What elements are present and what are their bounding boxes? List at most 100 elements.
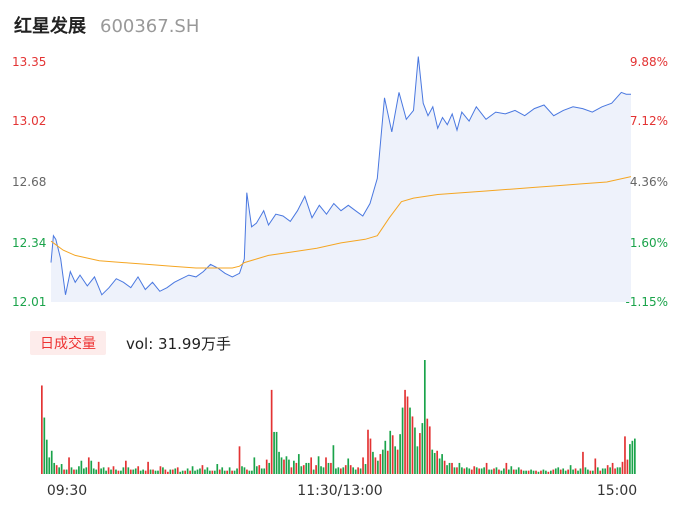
volume-bar bbox=[611, 462, 614, 474]
volume-bar bbox=[374, 457, 377, 474]
volume-bar bbox=[147, 461, 149, 474]
volume-bar bbox=[517, 467, 520, 474]
volume-bar bbox=[554, 468, 557, 474]
volume-bar bbox=[431, 449, 434, 474]
volume-bar bbox=[125, 460, 127, 474]
volume-bar bbox=[601, 468, 604, 474]
volume-bar bbox=[453, 467, 456, 474]
volume-bar bbox=[297, 454, 300, 474]
volume-bar bbox=[582, 451, 584, 474]
volume-bar bbox=[359, 468, 362, 474]
volume-bar bbox=[614, 468, 616, 474]
volume-bar bbox=[144, 470, 147, 474]
volume-bar bbox=[470, 469, 473, 474]
average-price-line bbox=[50, 176, 632, 269]
price-tick-label: 12.01 bbox=[12, 295, 46, 309]
volume-bar bbox=[389, 430, 392, 474]
volume-bar bbox=[139, 470, 142, 474]
volume-bar bbox=[377, 460, 379, 474]
volume-bar bbox=[73, 469, 75, 474]
volume-bar bbox=[456, 467, 458, 474]
volume-bar bbox=[325, 457, 327, 474]
volume-bar bbox=[265, 459, 268, 474]
volume-bar bbox=[520, 469, 523, 474]
volume-bar bbox=[241, 466, 243, 474]
volume-bar bbox=[87, 457, 90, 474]
volume-bar bbox=[367, 429, 369, 474]
volume-bar bbox=[522, 470, 525, 474]
volume-bar bbox=[503, 468, 505, 474]
volume-bar bbox=[83, 468, 85, 474]
volume-bar bbox=[352, 467, 355, 474]
volume-bar bbox=[634, 438, 636, 474]
volume-bar bbox=[592, 470, 594, 474]
volume-bar bbox=[186, 468, 189, 474]
volume-bar bbox=[110, 469, 112, 474]
volume-bar bbox=[317, 456, 320, 474]
volume-header: 日成交量 vol: 31.99万手 bbox=[30, 331, 231, 355]
volume-bar bbox=[458, 462, 461, 474]
volume-bar bbox=[421, 423, 424, 474]
percent-tick-label: 4.36% bbox=[630, 175, 668, 189]
volume-bar bbox=[181, 470, 184, 474]
percent-axis-right: 9.88% 7.12% 4.36% 1.60% -1.15% bbox=[626, 55, 668, 309]
volume-bar bbox=[532, 470, 535, 474]
volume-bar bbox=[594, 458, 597, 474]
volume-bar bbox=[246, 469, 248, 474]
volume-bar bbox=[283, 459, 285, 474]
volume-bar bbox=[255, 466, 258, 474]
volume-total-label: vol: 31.99万手 bbox=[126, 334, 231, 353]
volume-bar bbox=[342, 467, 345, 474]
volume-bar bbox=[559, 469, 562, 474]
volume-bar bbox=[404, 389, 406, 474]
volume-bar bbox=[223, 470, 226, 474]
price-lines bbox=[50, 56, 632, 296]
volume-bar bbox=[604, 468, 607, 474]
volume-bar bbox=[176, 467, 179, 474]
volume-bar bbox=[629, 444, 631, 474]
volume-bar bbox=[90, 460, 93, 474]
stock-code: 600367.SH bbox=[100, 16, 200, 37]
volume-bar bbox=[204, 469, 206, 474]
price-tick-label: 12.68 bbox=[12, 175, 46, 189]
volume-bar bbox=[505, 462, 508, 474]
volume-bar bbox=[68, 457, 70, 474]
volume-bar bbox=[258, 465, 261, 474]
volume-bar bbox=[535, 470, 537, 474]
volume-bar bbox=[330, 462, 332, 474]
volume-bar bbox=[273, 431, 275, 474]
volume-bar bbox=[468, 468, 471, 474]
volume-bar bbox=[213, 470, 216, 474]
volume-bar bbox=[426, 418, 429, 474]
volume-bar bbox=[260, 468, 263, 474]
volume-bar bbox=[564, 470, 567, 474]
volume-bar bbox=[364, 464, 367, 474]
volume-bar bbox=[619, 467, 621, 474]
volume-bar bbox=[525, 470, 527, 474]
time-tick-label: 09:30 bbox=[47, 483, 87, 499]
percent-tick-label: 7.12% bbox=[630, 114, 668, 128]
volume-bar bbox=[60, 464, 63, 474]
volume-bar bbox=[201, 465, 204, 474]
volume-bar bbox=[238, 446, 241, 474]
volume-bar bbox=[221, 467, 224, 474]
price-tick-label: 13.02 bbox=[12, 114, 46, 128]
volume-bar bbox=[92, 468, 95, 474]
volume-bar bbox=[122, 467, 125, 474]
volume-bar bbox=[194, 470, 196, 474]
price-area bbox=[51, 56, 631, 302]
volume-bar bbox=[80, 460, 83, 474]
volume-bar bbox=[211, 470, 214, 474]
volume-bar bbox=[448, 462, 451, 474]
volume-bar bbox=[473, 466, 476, 474]
daily-volume-tag[interactable]: 日成交量 bbox=[30, 331, 106, 355]
volume-bar bbox=[381, 449, 384, 474]
volume-bar bbox=[164, 469, 167, 474]
volume-bar bbox=[349, 465, 352, 474]
volume-bar bbox=[199, 468, 201, 474]
volume-bar bbox=[162, 467, 164, 474]
stock-header: 红星发展 600367.SH bbox=[14, 12, 199, 40]
volume-bar bbox=[179, 471, 182, 474]
volume-bar bbox=[243, 467, 246, 474]
